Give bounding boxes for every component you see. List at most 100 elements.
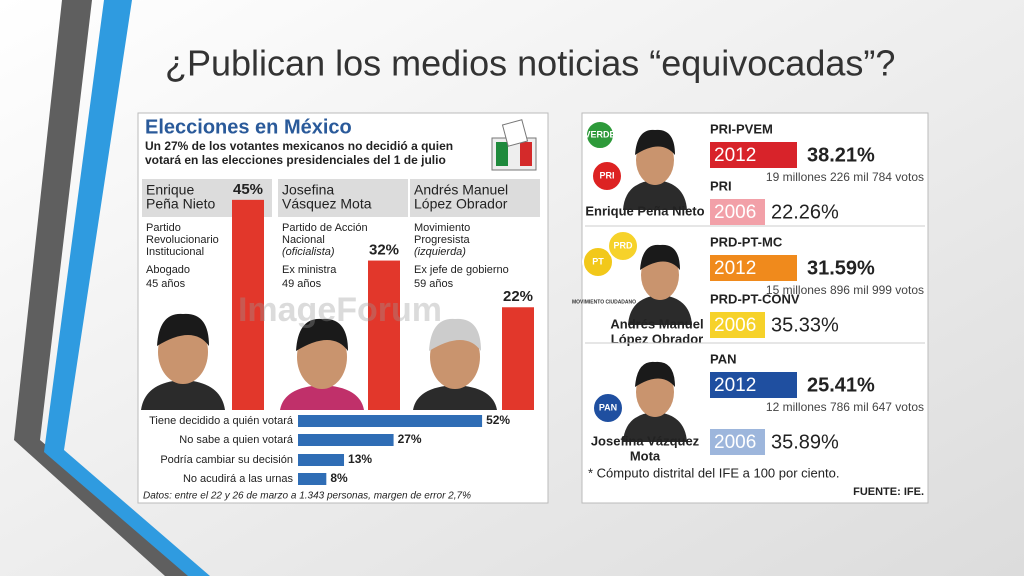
candidate-detail: Partido	[146, 222, 181, 234]
party-logo-text: VERDE	[584, 129, 615, 139]
percent: 35.89%	[771, 431, 839, 453]
subtitle: Un 27% de los votantes mexicanos no deci…	[145, 139, 453, 153]
photo-suit	[623, 180, 687, 210]
infographic-note: Datos: entre el 22 y 26 de marzo a 1.343…	[143, 491, 471, 502]
party-name: PRI	[710, 178, 732, 193]
candidate-detail: (izquierda)	[414, 246, 466, 258]
candidate-detail: 59 años	[414, 278, 454, 290]
vote-label: 32%	[369, 242, 399, 259]
candidate-detail: Ex ministra	[282, 264, 337, 276]
votes: 12 millones 786 mil 647 votos	[766, 400, 924, 414]
candidate-detail: Institucional	[146, 246, 204, 258]
ballot-paper	[501, 119, 529, 147]
decision-bar	[298, 434, 394, 446]
candidate-header	[278, 179, 408, 217]
percent: 31.59%	[807, 257, 875, 279]
decision-label: Podría cambiar su decisión	[160, 454, 293, 466]
decision-bar	[298, 473, 327, 485]
year: 2012	[714, 375, 756, 396]
photo-hair	[635, 361, 675, 387]
watermark: ImageForum	[238, 291, 442, 329]
candidate-name: Mota	[630, 448, 661, 463]
vote-bar	[502, 307, 534, 410]
subtitle: votará en las elecciones presidenciales …	[145, 153, 446, 167]
photo-suit	[623, 412, 687, 442]
candidate-name: Vásquez Mota	[282, 196, 372, 212]
party-logo	[592, 392, 624, 424]
party-logo	[607, 230, 639, 262]
candidate-name: Peña Nieto	[146, 196, 215, 212]
candidate-name: Andrés Manuel	[610, 316, 703, 331]
candidate-detail: (oficialista)	[282, 246, 335, 258]
candidate-detail: Abogado	[146, 264, 190, 276]
party-logo-text: PRI	[599, 170, 614, 180]
party-logo-text: MOVIMIENTO CIUDADANO	[572, 299, 636, 305]
photo-suit	[280, 385, 364, 410]
infographic-title: Elecciones en México	[145, 116, 352, 138]
party-logo-text: PAN	[599, 402, 617, 412]
candidate-name: Josefina	[282, 182, 334, 198]
decision-value: 52%	[486, 413, 510, 427]
party-logo	[582, 246, 614, 278]
candidate-header	[410, 179, 540, 217]
percent: 35.33%	[771, 314, 839, 336]
decision-value: 13%	[348, 452, 372, 466]
party-logo-text: PRD	[613, 240, 633, 250]
year: 2012	[714, 258, 756, 279]
candidate-name: Enrique	[146, 182, 194, 198]
candidate-detail: Ex jefe de gobierno	[414, 264, 509, 276]
vote-label: 22%	[503, 288, 533, 305]
slide-title: ¿Publican los medios noticias “equivocad…	[165, 43, 895, 84]
year: 2006	[714, 432, 756, 453]
photo-hair	[429, 318, 481, 351]
percent: 38.21%	[807, 144, 875, 166]
candidate-detail: Revolucionario	[146, 234, 219, 246]
vote-bar	[232, 199, 264, 410]
right-note: * Cómputo distrital del IFE a 100 por ci…	[588, 465, 839, 480]
decision-value: 27%	[398, 432, 422, 446]
photo-hair	[296, 318, 348, 351]
deco-stripe-gray	[14, 0, 200, 576]
candidate-name: López Obrador	[414, 196, 508, 212]
vote-label: 45%	[233, 181, 263, 198]
year-box	[710, 312, 765, 338]
decision-value: 8%	[330, 471, 348, 485]
vote-bar	[368, 260, 400, 410]
decision-label: No sabe a quien votará	[179, 434, 294, 446]
percent: 22.26%	[771, 201, 839, 223]
votes: 15 millones 896 mil 999 votos	[766, 283, 924, 297]
percent: 25.41%	[807, 374, 875, 396]
photo-suit	[628, 295, 692, 325]
flag-red	[520, 142, 532, 166]
photo-hair	[157, 313, 209, 346]
flag-green	[496, 142, 508, 166]
party-name: PRD-PT-MC	[710, 234, 783, 249]
party-logo-text: PT	[592, 256, 604, 266]
source: FUENTE: IFE.	[853, 486, 924, 498]
deco-stripe-blue	[44, 0, 210, 576]
party-name: PAN	[710, 351, 736, 366]
year: 2012	[714, 145, 756, 166]
candidate-detail: Movimiento	[414, 222, 470, 234]
candidate-name: López Obrador	[611, 331, 703, 346]
photo-suit	[141, 380, 225, 410]
year: 2006	[714, 315, 756, 336]
decision-bar	[298, 415, 483, 427]
party-name: PRD-PT-CONV	[710, 291, 800, 306]
photo-hair	[640, 244, 680, 270]
year-box	[710, 199, 765, 225]
candidate-name: Josefina Vázquez	[591, 433, 700, 448]
year-box	[710, 142, 797, 168]
year-box	[710, 255, 797, 281]
candidate-name: Enrique Peña Nieto	[585, 203, 704, 218]
decision-bar	[298, 454, 345, 466]
candidate-detail: 49 años	[282, 278, 322, 290]
candidate-detail: Nacional	[282, 234, 325, 246]
year-box	[710, 372, 797, 398]
party-name: PRI-PVEM	[710, 121, 773, 136]
candidate-name: Andrés Manuel	[414, 182, 508, 198]
photo-suit	[413, 385, 497, 410]
candidate-detail: Progresista	[414, 234, 471, 246]
